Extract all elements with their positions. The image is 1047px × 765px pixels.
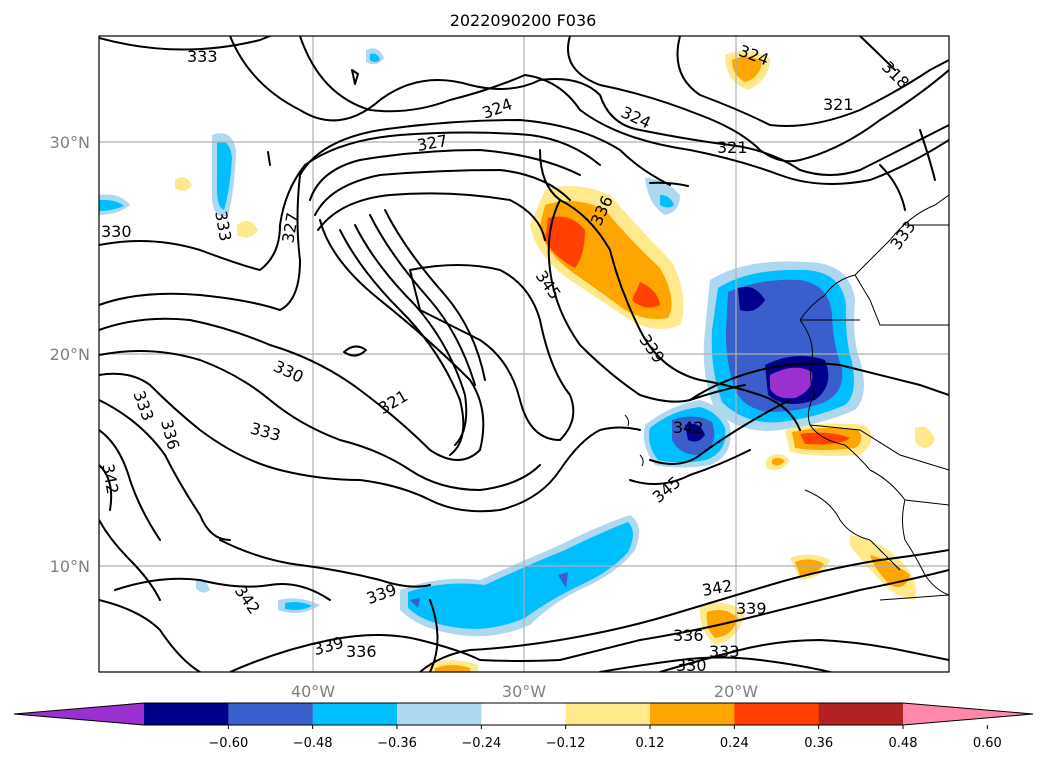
map-title: 2022090200 F036	[450, 11, 597, 30]
colorbar-tick-label: −0.24	[461, 736, 501, 751]
lon-label-30w: 30°W	[502, 682, 546, 701]
lat-label-20n: 20°N	[50, 345, 90, 364]
colorbar-extend-min	[14, 703, 144, 725]
colorbar-tick-label: −0.60	[208, 736, 248, 751]
colorbar-tick-label: 0.24	[720, 736, 749, 751]
colorbar-bin	[144, 703, 229, 725]
colorbar-tick-label: −0.48	[293, 736, 333, 751]
lon-label-40w: 40°W	[291, 682, 335, 701]
contour-label: 336	[346, 642, 377, 661]
colorbar-bin	[312, 703, 398, 725]
colorbar-bin	[650, 703, 735, 725]
colorbar-bin	[228, 703, 314, 725]
lon-label-20w: 20°W	[714, 682, 758, 701]
contour-label: 342	[673, 418, 704, 437]
colorbar-bin	[565, 703, 651, 725]
colorbar-tick-label: 0.12	[636, 736, 665, 751]
contour-label: 321	[823, 95, 854, 114]
contour-label: 330	[101, 222, 132, 241]
contour-label: 342	[98, 462, 122, 495]
contour-label: 339	[736, 599, 767, 618]
graticule	[99, 36, 949, 672]
coastline	[624, 194, 949, 601]
colorbar-extend-max	[903, 703, 1033, 725]
colorbar-tick-label: 0.60	[973, 736, 1002, 751]
colorbar-tick-label: 0.48	[889, 736, 918, 751]
contour-label: 321	[717, 138, 748, 157]
colorbar-bin	[397, 703, 482, 725]
map-area: 333 324 318 321 324 327 321 324 336 330 …	[98, 36, 949, 675]
colorbar-bin	[481, 703, 567, 725]
lat-label-30n: 30°N	[50, 133, 90, 152]
colorbar-tick-label: 0.36	[804, 736, 833, 751]
contour-label: 336	[673, 626, 704, 645]
colorbar-tick-label: −0.12	[546, 736, 586, 751]
colorbar-bin	[734, 703, 820, 725]
lat-label-10n: 10°N	[50, 557, 90, 576]
contour-label: 330	[676, 656, 707, 675]
colorbar: −0.60 −0.48 −0.36 −0.24 −0.12 0.12 0.24 0.36 0.4…	[13, 702, 1034, 751]
colorbar-tick-label: −0.36	[377, 736, 417, 751]
shading-layer	[99, 48, 935, 672]
map-frame	[98, 35, 950, 673]
contour-label: 333	[709, 642, 740, 661]
colorbar-bin	[818, 703, 904, 725]
contours	[99, 36, 949, 672]
contour-label: 333	[187, 47, 218, 66]
